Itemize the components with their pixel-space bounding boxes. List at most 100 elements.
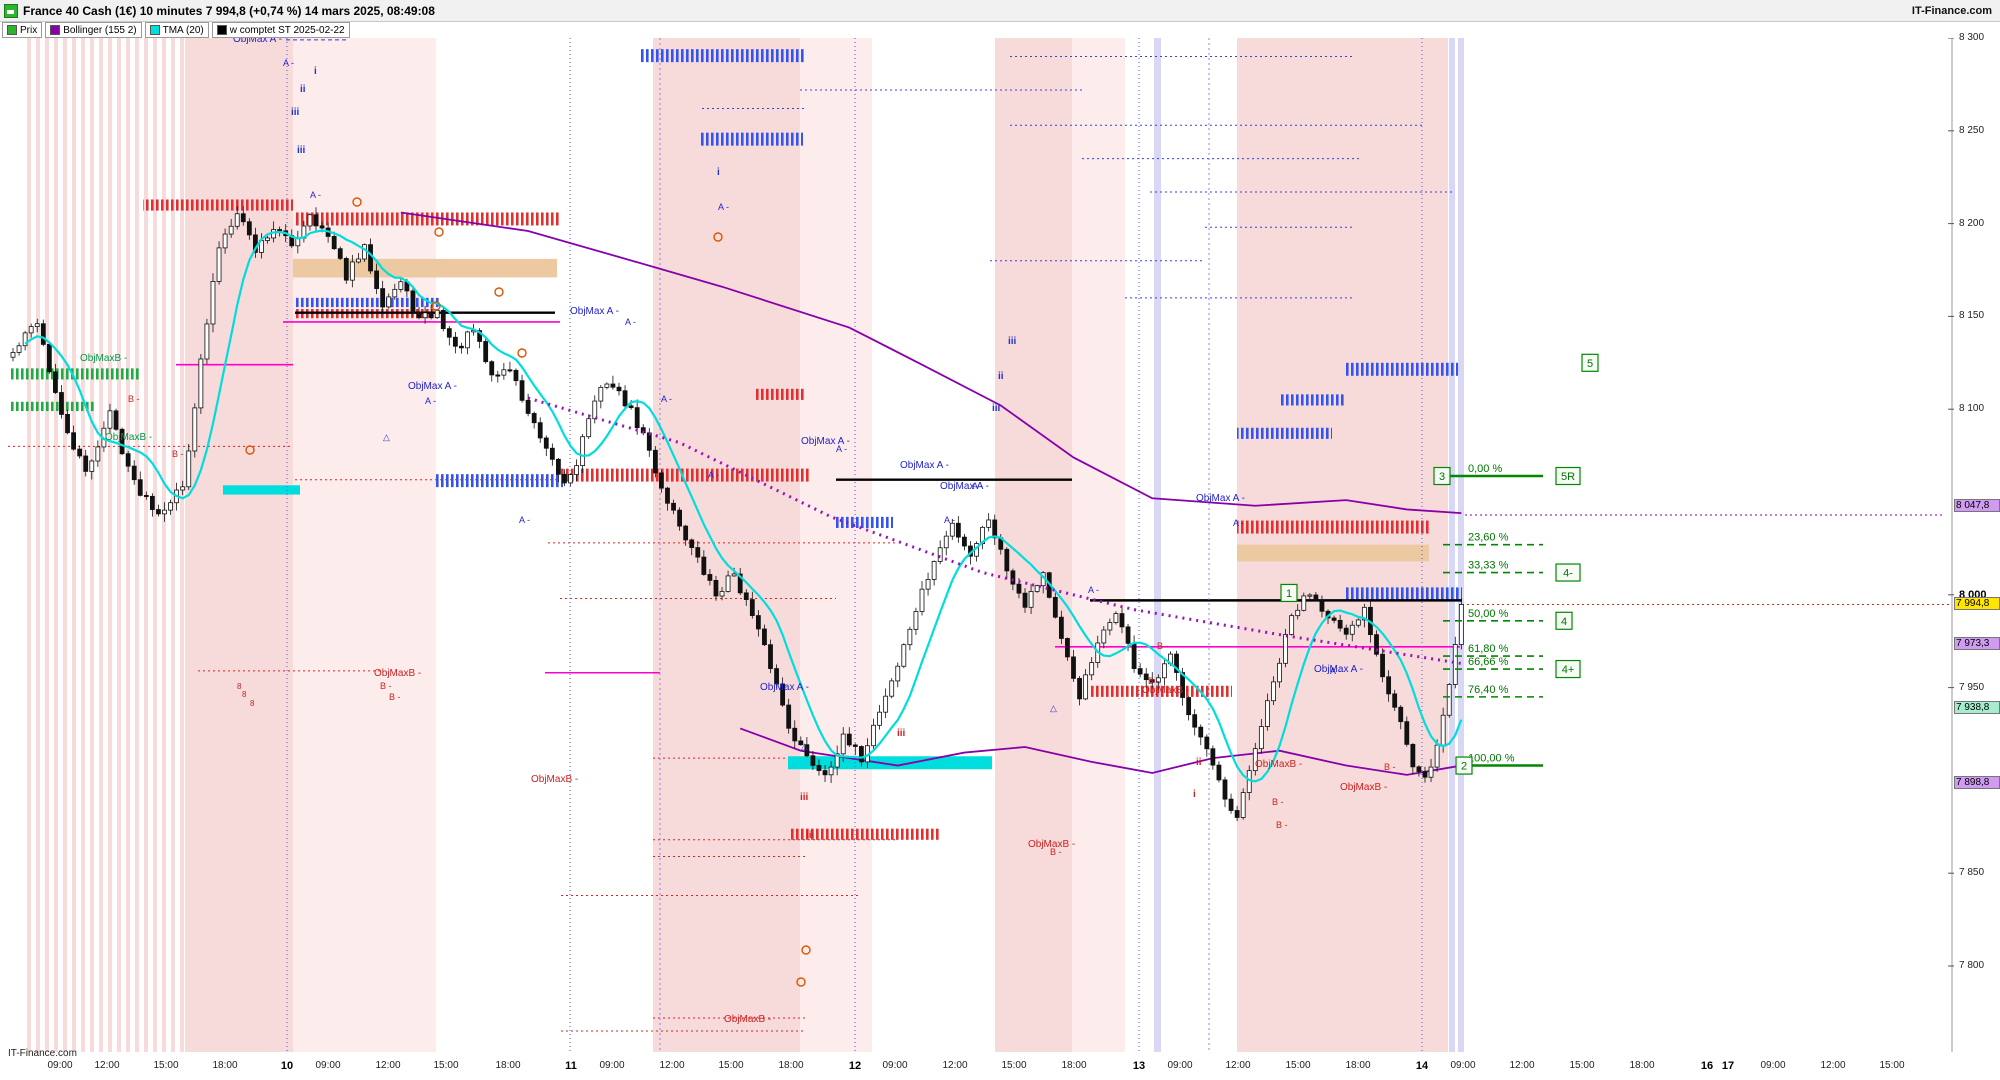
x-axis-time-label: 15:00: [1879, 1060, 1905, 1071]
svg-text:4+: 4+: [1562, 664, 1575, 676]
instrument-icon: [4, 3, 18, 18]
svg-text:B -: B -: [1276, 820, 1288, 830]
svg-text:ObjMaxB -: ObjMaxB -: [1142, 685, 1189, 696]
svg-text:ObjMax A -: ObjMax A -: [801, 436, 850, 447]
svg-text:ObjMax A -: ObjMax A -: [408, 381, 457, 392]
x-axis-time-label: 12:00: [1225, 1060, 1251, 1071]
price-tag: 7 938,8: [1954, 701, 2000, 715]
chart-canvas[interactable]: 0,00 % 23,60 % 33,33 % 50,00 % 61,80 %66,66 …: [0, 38, 2000, 1052]
svg-text:0,00 %: 0,00 %: [1468, 463, 1502, 475]
svg-text:i: i: [314, 66, 317, 77]
svg-text:ObjMaxB -: ObjMaxB -: [1340, 782, 1387, 793]
x-axis-time-label: 09:00: [599, 1060, 625, 1071]
x-axis-time-label: 09:00: [47, 1060, 73, 1071]
legend-item-tma[interactable]: TMA (20): [144, 22, 209, 38]
phase-box-4[interactable]: 4: [1555, 611, 1573, 630]
y-axis-tick: 7 950: [1959, 681, 1985, 693]
x-axis-time-label: 09:00: [315, 1060, 341, 1071]
legend-color-swatch: [50, 25, 61, 35]
svg-text:A -: A -: [1088, 585, 1099, 595]
phase-box-5[interactable]: 5: [1581, 353, 1599, 372]
x-axis-day-label: 10: [280, 1060, 294, 1072]
svg-text:iii: iii: [806, 830, 815, 841]
svg-text:ii: ii: [1196, 757, 1202, 768]
phase-box-3[interactable]: 3: [1433, 466, 1451, 486]
y-axis-tick: 8 200: [1959, 217, 1985, 229]
fibonacci-retracement[interactable]: 0,00 % 23,60 % 33,33 % 50,00 % 61,80 %66,66 …: [1443, 463, 1543, 767]
x-axis-time-label: 15:00: [1569, 1060, 1595, 1071]
svg-text:i: i: [717, 167, 720, 178]
x-axis-time-label: 18:00: [1345, 1060, 1371, 1071]
x-axis-time-label: 12:00: [942, 1060, 968, 1071]
svg-text:5: 5: [1587, 358, 1593, 370]
legend-item-prix[interactable]: Prix: [2, 22, 43, 38]
price-tag: 8 047,8: [1954, 499, 2000, 513]
price-tag: 7 994,8: [1954, 597, 2000, 611]
x-axis-day-label: 17: [1721, 1060, 1735, 1072]
svg-text:iii: iii: [297, 145, 306, 156]
svg-text:iii: iii: [897, 728, 906, 739]
x-axis-time-label: 15:00: [1285, 1060, 1311, 1071]
svg-text:ObjMaxB -: ObjMaxB -: [724, 1014, 771, 1025]
x-axis-time-label: 12:00: [375, 1060, 401, 1071]
svg-text:iii: iii: [800, 792, 809, 803]
svg-text:B -: B -: [380, 681, 392, 691]
x-axis-time-label: 15:00: [433, 1060, 459, 1071]
svg-text:i: i: [1193, 789, 1196, 800]
x-axis-time-label: 15:00: [1001, 1060, 1027, 1071]
svg-text:100,00 %: 100,00 %: [1468, 753, 1515, 765]
svg-text:B -: B -: [172, 449, 184, 459]
svg-text:A -: A -: [625, 317, 636, 327]
bollinger-layer: [400, 211, 1462, 776]
svg-text:ObjMax A -: ObjMax A -: [760, 682, 809, 693]
phase-box-2[interactable]: 2: [1455, 756, 1473, 775]
legend-item-w[interactable]: w comptet ST 2025-02-22: [211, 22, 350, 38]
price-tag: 7 973,3: [1954, 637, 2000, 651]
svg-text:A -: A -: [1330, 666, 1341, 676]
dotted-levels-layer: [8, 39, 1950, 1032]
svg-text:A -: A -: [718, 202, 729, 212]
svg-text:A -: A -: [661, 394, 672, 404]
phase-box-5R[interactable]: 5R: [1555, 466, 1581, 486]
svg-text:ObjMax A -: ObjMax A -: [940, 481, 989, 492]
svg-text:A -: A -: [310, 190, 321, 200]
x-axis-day-label: 11: [565, 1060, 577, 1072]
phase-box-4-[interactable]: 4-: [1555, 563, 1581, 582]
svg-text:5R: 5R: [1561, 471, 1575, 483]
x-axis-time-label: 12:00: [94, 1060, 120, 1071]
y-axis-tick: 7 800: [1959, 960, 1985, 971]
x-axis-time-label: 12:00: [1820, 1060, 1846, 1071]
svg-text:B -: B -: [1148, 676, 1160, 686]
x-axis-time-label: 09:00: [1450, 1060, 1476, 1071]
svg-text:4: 4: [1561, 616, 1567, 628]
legend-color-swatch: [149, 25, 160, 35]
phase-box-4+[interactable]: 4+: [1555, 659, 1581, 679]
day-separator-layer: [286, 38, 1423, 1052]
svg-text:△: △: [1050, 703, 1057, 713]
svg-text:ObjMaxB -: ObjMaxB -: [374, 668, 421, 679]
y-axis-tick: 8 100: [1959, 403, 1985, 415]
x-axis-time-label: 12:00: [659, 1060, 685, 1071]
legend-item-bollinger[interactable]: Bollinger (155 2): [45, 22, 142, 38]
y-axis-tick: 8 300: [1959, 32, 1985, 43]
svg-text:A -: A -: [425, 396, 436, 406]
x-axis-time-label: 12:00: [1509, 1060, 1535, 1071]
phase-box-1[interactable]: 1: [1280, 583, 1298, 603]
svg-text:A -: A -: [972, 481, 983, 491]
svg-text:ObjMaxB -: ObjMaxB -: [105, 432, 152, 443]
svg-text:△: △: [383, 432, 390, 442]
x-axis-time-label: 09:00: [1760, 1060, 1786, 1071]
svg-text:ii: ii: [998, 371, 1004, 382]
svg-text:B -: B -: [128, 394, 140, 404]
phase-annotation-boxes[interactable]: 3 5R 4- 4 4+ 2 5 1: [1280, 353, 1599, 775]
svg-text:2: 2: [1461, 761, 1467, 773]
svg-text:B -: B -: [1050, 847, 1062, 857]
x-axis-day-label: 16: [1700, 1060, 1714, 1072]
svg-text:3: 3: [1439, 471, 1445, 483]
axis-ticks-layer: [1948, 38, 1954, 1052]
svg-text:A -: A -: [1233, 518, 1244, 528]
legend-label: Prix: [20, 24, 38, 36]
svg-text:B -: B -: [1272, 797, 1284, 807]
y-axis-tick: 8 150: [1959, 310, 1985, 322]
